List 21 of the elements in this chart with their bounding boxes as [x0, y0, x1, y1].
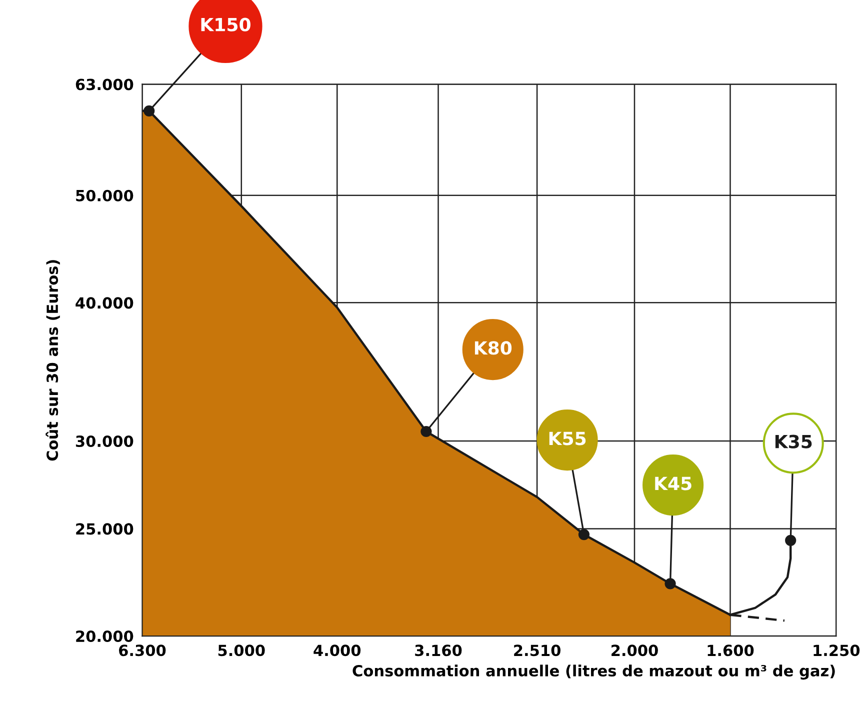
x-tick-label: 2.510	[514, 644, 560, 656]
y-tick-label: 63.000	[76, 78, 134, 90]
annotation: K150	[201, 18, 250, 32]
x-tick-label: 1.600	[708, 644, 754, 656]
y-tick-label: 20.000	[76, 630, 134, 642]
x-tick-label: 6.300	[119, 644, 166, 656]
x-tick-label: 5.000	[218, 644, 265, 656]
x-tick-label: 1.250	[814, 644, 860, 656]
y-tick-label: 30.000	[76, 435, 134, 448]
y-axis-title: Coût sur 30 ans (Euros)	[46, 260, 60, 461]
annotation: K55	[549, 432, 586, 446]
x-axis-title: Consommation annuelle (litres de mazout ou m³ de gaz)	[352, 664, 835, 680]
x-tick-label: 4.000	[314, 644, 361, 656]
y-tick-label: 25.000	[76, 523, 134, 535]
annotation: K35	[775, 434, 812, 448]
annotation: K80	[474, 341, 512, 355]
y-tick-label: 50.000	[76, 190, 134, 202]
annotation: K45	[655, 476, 692, 490]
x-tick-label: 2.000	[612, 644, 658, 656]
y-tick-label: 40.000	[76, 297, 134, 309]
x-tick-label: 3.160	[415, 644, 462, 656]
